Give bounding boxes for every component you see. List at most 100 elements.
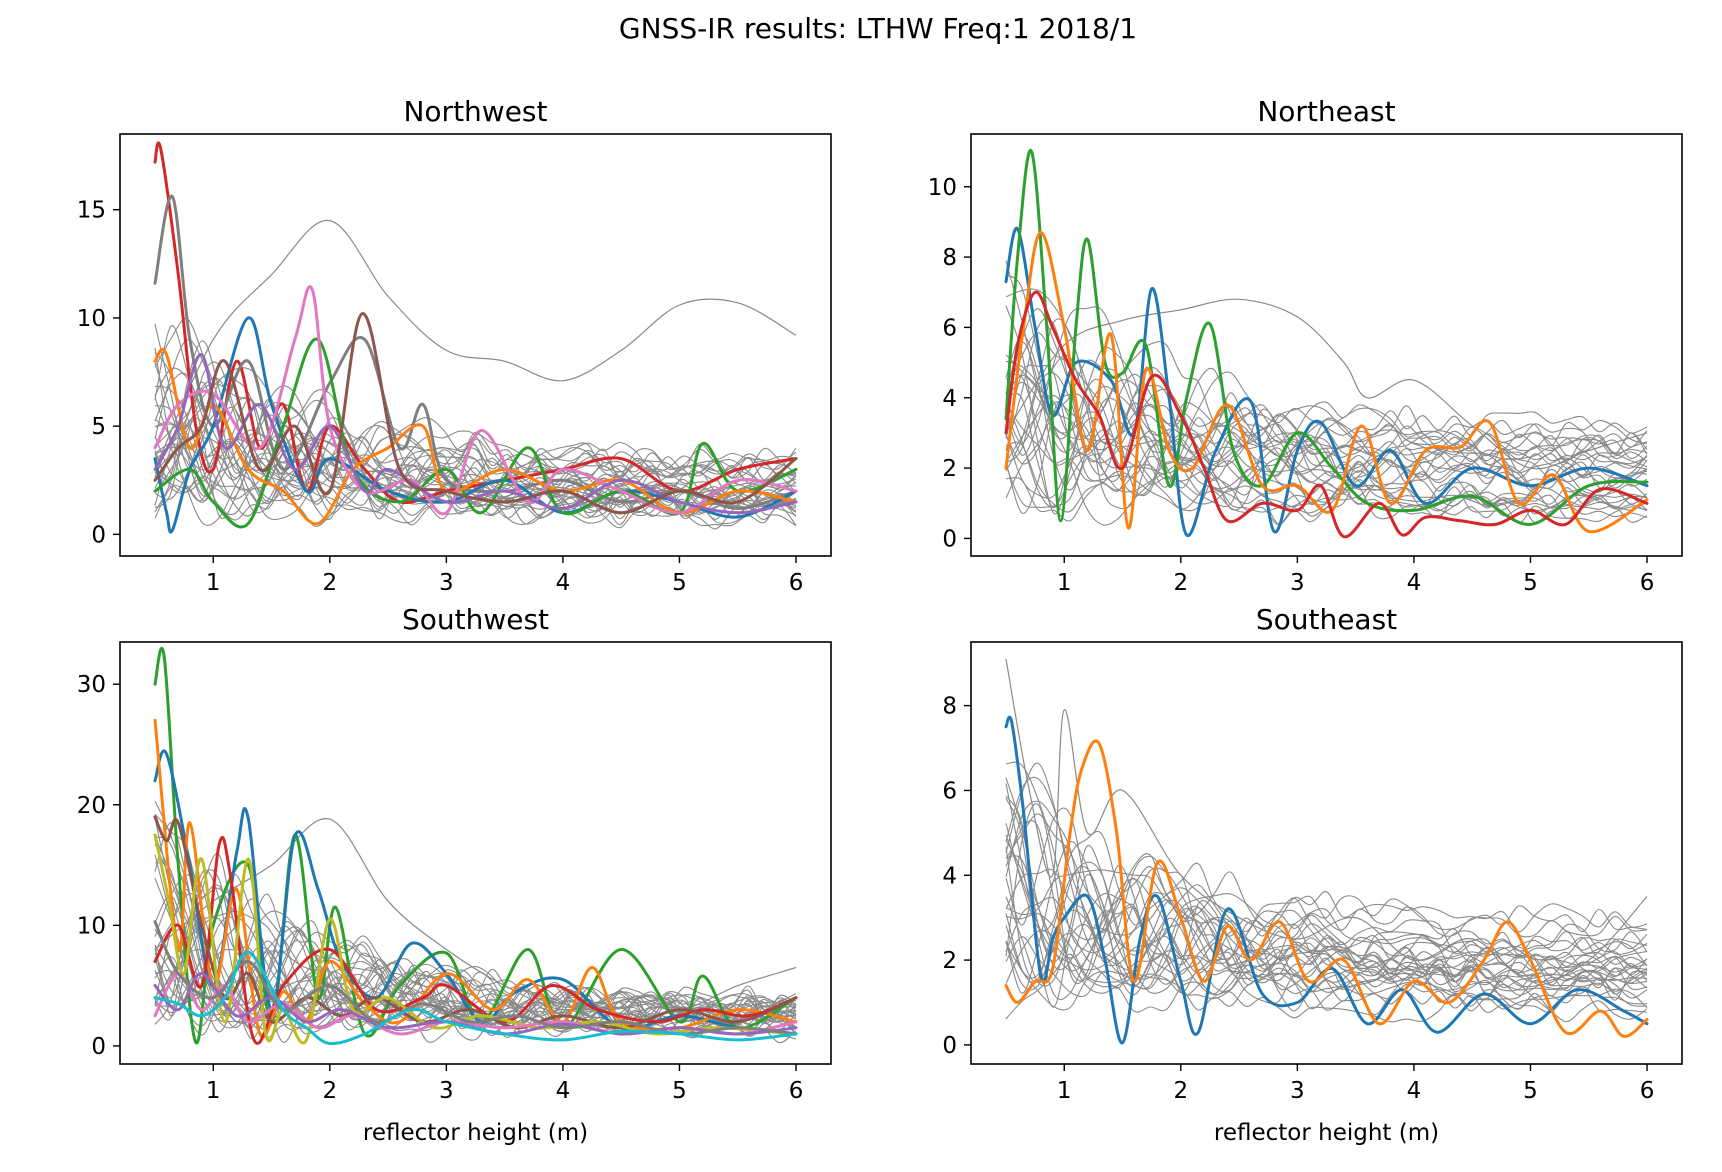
- y-tick-label: 10: [77, 306, 106, 332]
- gray-trace: [154, 367, 797, 475]
- x-tick-label: 3: [439, 570, 454, 596]
- x-tick-label: 6: [1640, 570, 1655, 596]
- x-axis-label-southwest: reflector height (m): [363, 1120, 588, 1146]
- axes-frame-northeast: [970, 133, 1683, 557]
- gray-trace: [1005, 865, 1648, 983]
- y-tick-label: 8: [942, 694, 957, 720]
- gray-trace-highlight: [154, 219, 797, 470]
- series-line-northwest-1: [153, 194, 798, 510]
- x-axis-label-southeast: reflector height (m): [1214, 1120, 1439, 1146]
- x-tick-label: 3: [439, 1078, 454, 1104]
- x-tick-label: 6: [789, 1078, 804, 1104]
- gray-trace: [1005, 464, 1648, 526]
- y-tick-label: 0: [942, 526, 957, 552]
- panel-southeast: Southeast 1 2 3 4 5 6 0 2 4 6 8 reflector height (m): [942, 603, 1683, 1146]
- gray-trace: [1005, 839, 1648, 975]
- plot-area-southeast: [1004, 658, 1649, 1045]
- x-tick-label: 5: [672, 570, 687, 596]
- axes-frame-southwest: [119, 641, 832, 1065]
- series-line-southwest-7: [153, 972, 798, 1036]
- series-line-northwest-7: [153, 312, 798, 515]
- series-line-northeast-0: [1004, 226, 1649, 537]
- axes-frame-southeast: [970, 641, 1683, 1065]
- y-tick-label: 0: [942, 1033, 957, 1059]
- series-line-southwest-9: [153, 950, 798, 1046]
- y-tick-label: 20: [77, 793, 106, 819]
- y-tick-label: 2: [942, 948, 957, 974]
- x-tick-label: 1: [206, 570, 221, 596]
- series-line-southwest-2: [153, 718, 798, 1039]
- gray-trace: [1005, 762, 1648, 964]
- gray-trace: [1005, 797, 1648, 1016]
- plot-area-northeast: [1004, 148, 1649, 539]
- y-tick-label: 6: [942, 778, 957, 804]
- panel-northwest: Northwest 1 2 3 4 5 6 0 5 10 15: [77, 95, 832, 596]
- x-tick-label: 3: [1290, 570, 1305, 596]
- series-line-northeast-1: [1004, 148, 1649, 526]
- figure-title: GNSS-IR results: LTHW Freq:1 2018/1: [619, 12, 1137, 45]
- y-tick-label: 8: [942, 245, 957, 271]
- y-tick-label: 0: [91, 522, 106, 548]
- panel-southwest: Southwest 1 2 3 4 5 6 0 10 20 30 reflector height (…: [77, 603, 832, 1146]
- series-line-northwest-0: [153, 141, 798, 505]
- panel-title-northeast: Northeast: [1257, 95, 1395, 128]
- gray-trace: [1005, 953, 1648, 1023]
- gray-trace: [1005, 308, 1648, 459]
- x-tick-label: 4: [1407, 1078, 1422, 1104]
- gray-trace: [1005, 433, 1648, 509]
- gray-trace: [154, 854, 797, 1027]
- x-tick-label: 5: [1523, 1078, 1538, 1104]
- panel-title-southwest: Southwest: [402, 603, 549, 636]
- x-tick-label: 1: [1057, 1078, 1072, 1104]
- x-tick-label: 2: [1173, 1078, 1188, 1104]
- series-line-northwest-5: [153, 285, 798, 516]
- gray-trace: [1005, 795, 1648, 977]
- gray-trace-highlight: [1005, 658, 1648, 983]
- gray-trace: [1005, 936, 1648, 1005]
- gray-trace: [154, 339, 797, 479]
- y-tick-label: 15: [77, 198, 106, 224]
- gray-trace: [1005, 776, 1648, 976]
- x-tick-label: 1: [206, 1078, 221, 1104]
- gray-trace-highlight: [1005, 298, 1648, 470]
- x-tick-label: 4: [1407, 570, 1422, 596]
- gray-trace: [1005, 373, 1648, 477]
- y-tick-label: 30: [77, 672, 106, 698]
- gray-trace: [154, 325, 797, 530]
- y-tick-label: 10: [77, 913, 106, 939]
- gray-trace: [1005, 942, 1648, 1013]
- gray-trace: [1005, 364, 1648, 486]
- gray-trace: [1005, 807, 1648, 933]
- gray-trace: [154, 367, 797, 494]
- x-tick-label: 3: [1290, 1078, 1305, 1104]
- x-tick-label: 1: [1057, 570, 1072, 596]
- gray-trace: [1005, 334, 1648, 457]
- gray-trace: [1005, 274, 1648, 447]
- x-tick-label: 2: [1173, 570, 1188, 596]
- panel-title-northwest: Northwest: [403, 95, 547, 128]
- series-line-southwest-0: [153, 646, 798, 1045]
- y-tick-label: 5: [91, 414, 106, 440]
- gray-trace: [1005, 819, 1648, 1001]
- gray-trace: [1005, 896, 1648, 957]
- gray-trace: [1005, 401, 1648, 477]
- axes-frame-northwest: [119, 133, 832, 557]
- y-tick-label: 4: [942, 386, 957, 412]
- x-tick-label: 5: [672, 1078, 687, 1104]
- gray-trace: [1005, 869, 1648, 938]
- panel-title-southeast: Southeast: [1256, 603, 1397, 636]
- gray-trace: [1005, 823, 1648, 933]
- y-tick-label: 4: [942, 863, 957, 889]
- x-tick-label: 6: [1640, 1078, 1655, 1104]
- x-tick-label: 5: [1523, 570, 1538, 596]
- x-tick-label: 2: [322, 1078, 337, 1104]
- x-tick-label: 4: [556, 1078, 571, 1104]
- y-tick-label: 0: [91, 1034, 106, 1060]
- y-tick-label: 2: [942, 456, 957, 482]
- x-tick-label: 6: [789, 570, 804, 596]
- gray-trace: [1005, 359, 1648, 512]
- series-line-southwest-8: [153, 920, 798, 1036]
- panel-northeast: Northeast 1 2 3 4 5 6 0 2 4 6 8 10: [928, 95, 1683, 596]
